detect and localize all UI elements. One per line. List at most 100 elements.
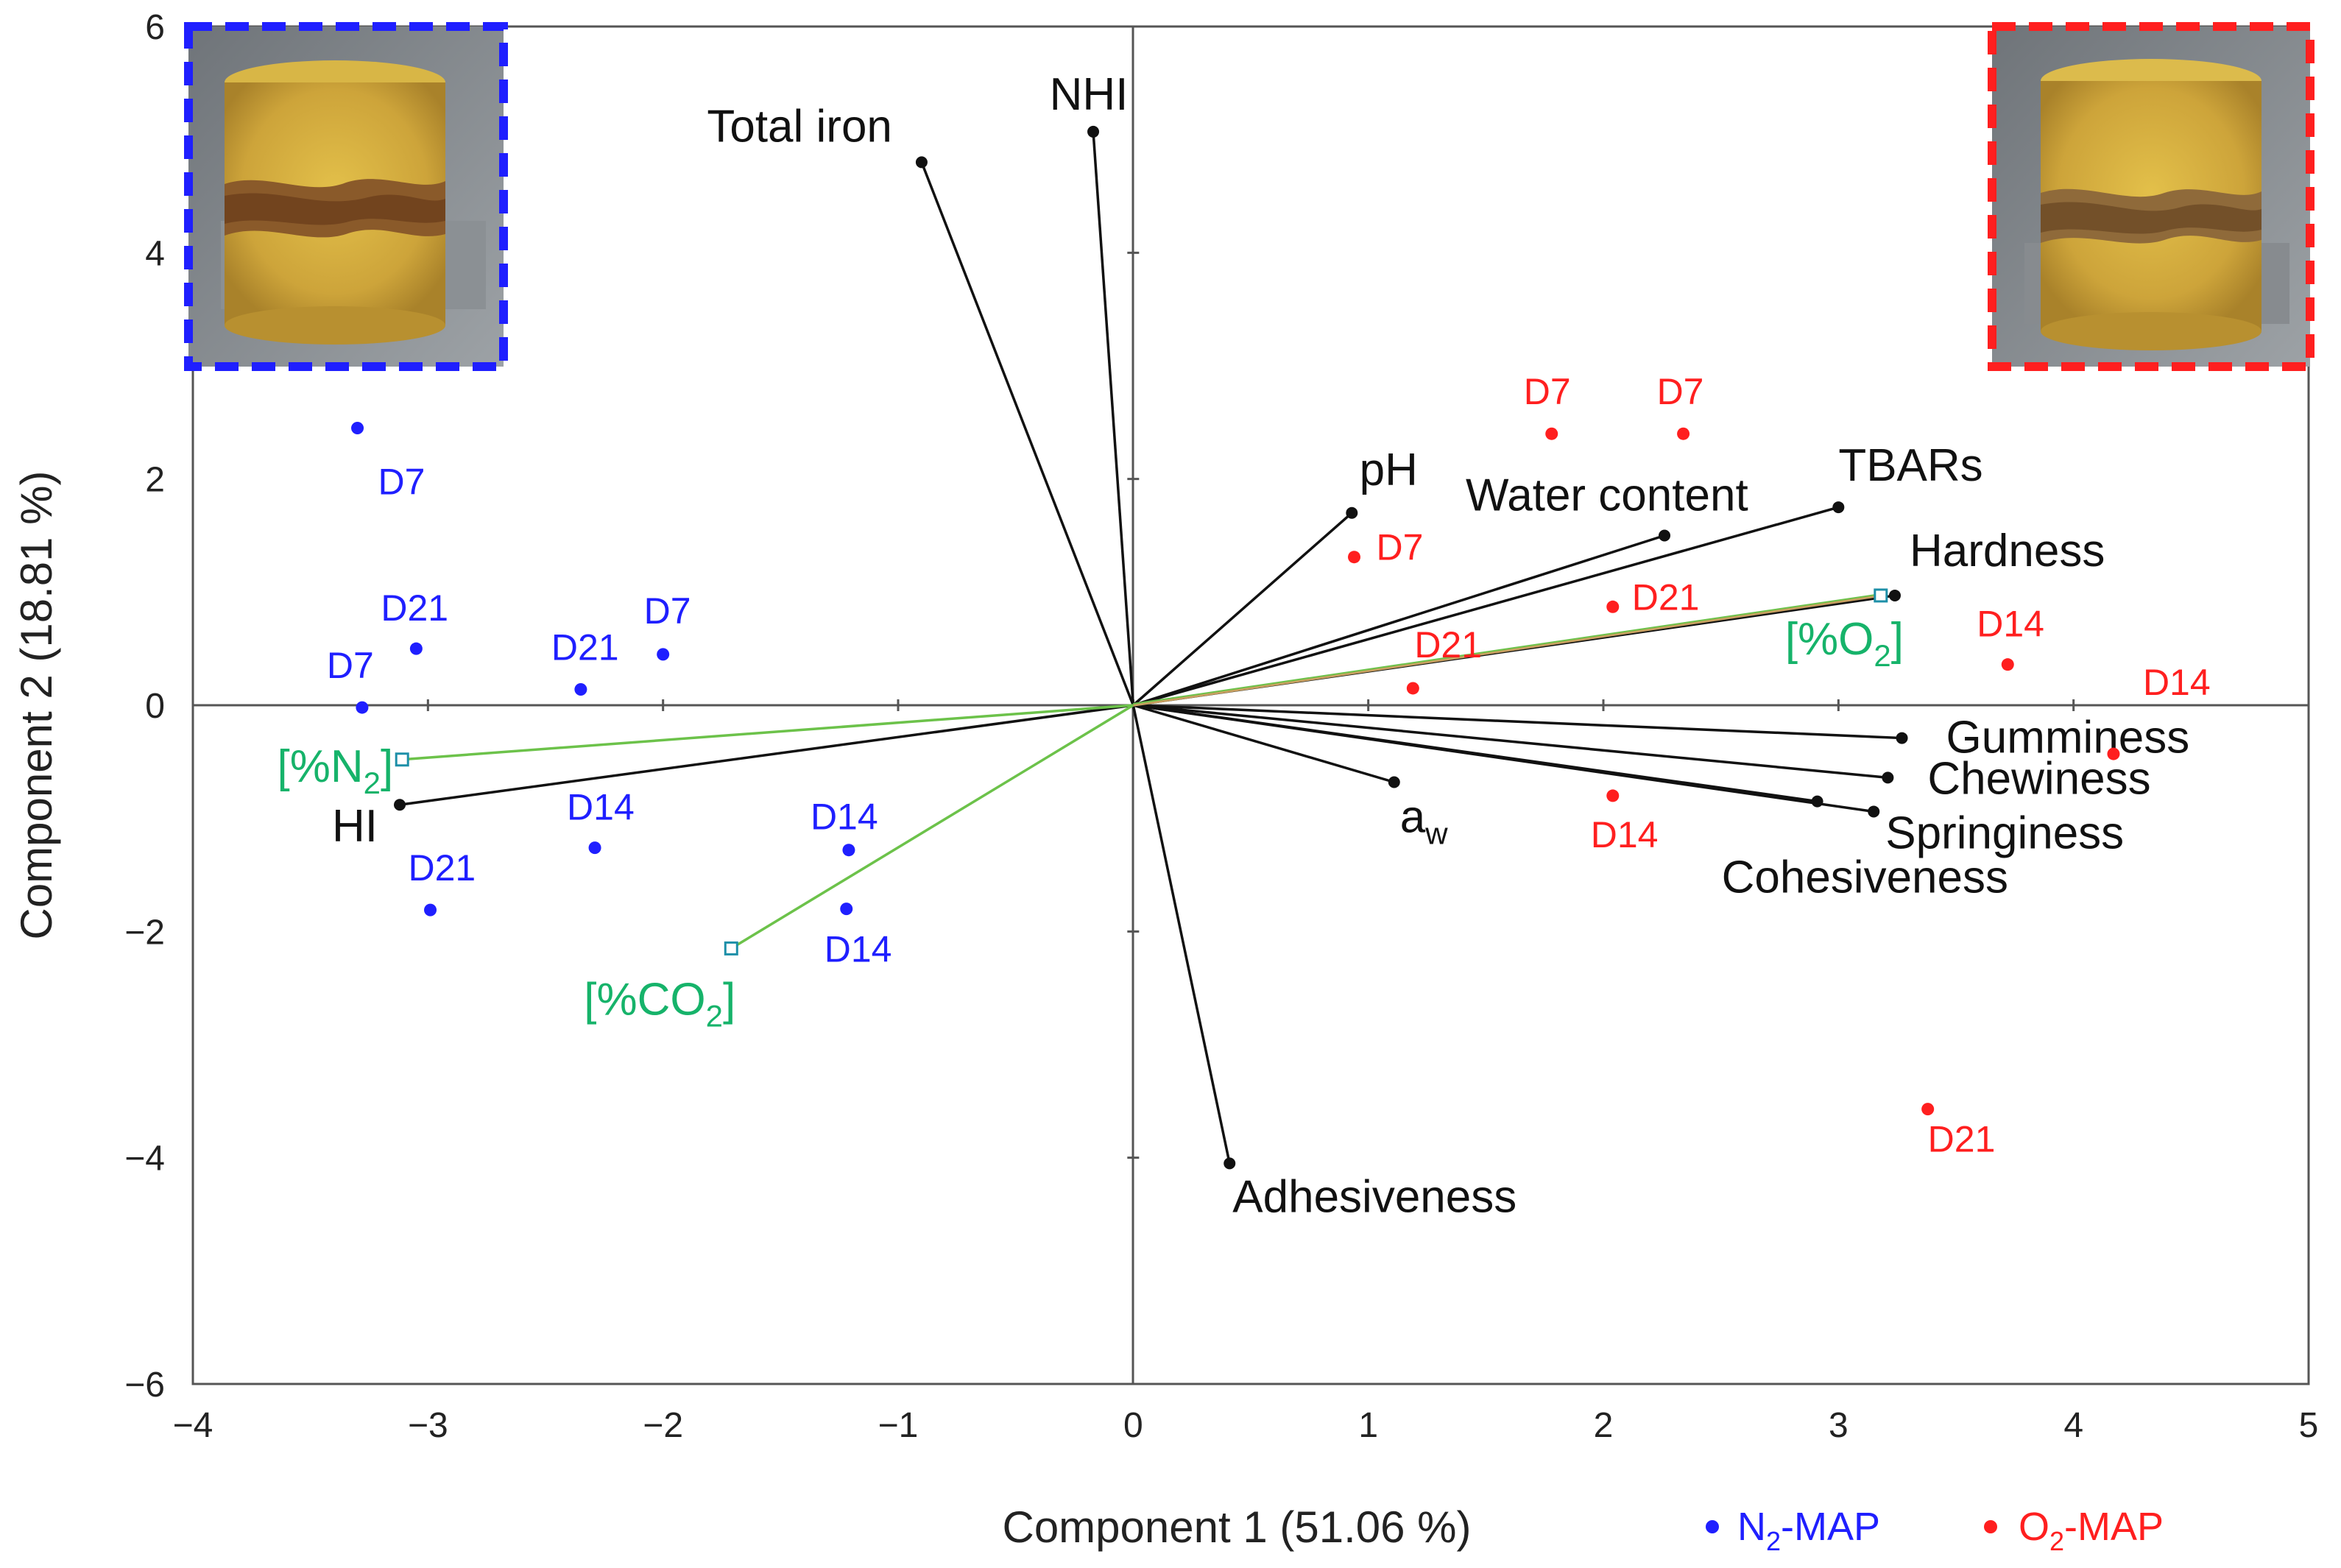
y-axis-ticks: 6 4 2 0 −2 −4 −6 [124, 8, 165, 1405]
o2-map-point-label: D21 [1632, 576, 1700, 618]
loading-label-nhi: NHI [1050, 69, 1129, 120]
loading-vector-cohesiveness [1133, 704, 1818, 803]
loading-label-tbars: TBARs [1838, 440, 1982, 491]
x-tick-label: −1 [878, 1406, 919, 1445]
y-axis-title: Component 2 (18.81 %) [12, 470, 61, 939]
n2-map-point-label: D21 [409, 847, 476, 889]
loading-point-cohesiveness [1811, 795, 1823, 808]
supplementary-label-o2: [%O2] [1785, 614, 1904, 673]
x-tick-label: 0 [1123, 1406, 1143, 1445]
supplementary-marker-co2 [724, 941, 738, 956]
n2-map-point-d21 [409, 642, 423, 655]
o2-map-point-d21 [1921, 1103, 1935, 1116]
loading-label-aw: aw [1400, 791, 1448, 850]
supplementary-label-n2: [%N2] [277, 741, 393, 800]
loading-point-hardness [1888, 589, 1901, 601]
loading-point-springiness [1868, 805, 1880, 818]
loading-vector-nhi [1092, 131, 1135, 706]
loading-vector-water-content [1132, 534, 1665, 707]
legend: N2-MAP O2-MAP [1706, 1505, 2164, 1556]
legend-label-n2-map: N2-MAP [1737, 1505, 1880, 1556]
n2-map-point-d7 [657, 648, 670, 661]
y-tick-label: 2 [145, 461, 165, 500]
n2-map-point-d14 [588, 841, 601, 855]
o2-map-point-d7 [1348, 551, 1361, 564]
loading-vector-chewiness [1133, 704, 1888, 780]
y-tick-label: 6 [145, 8, 165, 47]
supplementary-vector-o2 [1133, 594, 1882, 707]
o2-map-point-d21 [1606, 600, 1620, 613]
loading-label-hardness: Hardness [1910, 526, 2105, 576]
n2-map-point-label: D14 [811, 797, 878, 838]
n2-map-point-label: D7 [378, 462, 426, 503]
loading-vector-adhesiveness [1131, 704, 1231, 1164]
o2-map-point-label: D14 [1977, 604, 2044, 645]
o2-map-point-label: D21 [1928, 1119, 1996, 1160]
loading-point-tbars [1832, 501, 1845, 514]
loading-label-gumminess: Gumminess [1946, 713, 2190, 763]
o2-map-point-d7 [1545, 427, 1558, 440]
y-tick-label: −2 [124, 913, 165, 952]
supplementary-vector-co2 [730, 704, 1134, 950]
n2-map-point-label: D7 [644, 590, 691, 632]
loading-label-cohesiveness: Cohesiveness [1722, 852, 2008, 903]
loading-point-adhesiveness [1224, 1157, 1236, 1170]
x-tick-label: −4 [173, 1406, 213, 1445]
o2-map-point-d14 [2107, 747, 2120, 760]
loading-label-adhesiveness: Adhesiveness [1232, 1171, 1516, 1222]
n2-map-point-d14 [840, 903, 853, 916]
supplementary-vector-n2 [402, 704, 1134, 761]
o2-map-point-label: D14 [2143, 662, 2211, 703]
n2-map-point-d7 [351, 422, 364, 435]
o2-map-point-d21 [1406, 682, 1419, 695]
legend-marker-n2-map [1706, 1520, 1719, 1533]
supplementary-marker-n2 [395, 752, 409, 767]
loading-vectors: Total iron NHI pH Water content TBARs Hardnes… [332, 69, 2189, 1222]
y-tick-label: 4 [145, 234, 165, 273]
n2-map-point-d14 [842, 844, 855, 857]
x-tick-label: −2 [643, 1406, 683, 1445]
n2-map-point-label: D21 [551, 626, 619, 668]
y-tick-label: −6 [124, 1366, 165, 1405]
loading-vector-tbars [1132, 506, 1839, 707]
o2-map-point-label: D21 [1414, 624, 1482, 665]
x-axis-ticks: −4 −3 −2 −1 0 1 2 3 4 5 [173, 1406, 2319, 1445]
loading-vector-aw [1132, 704, 1395, 784]
loading-point-nhi [1087, 125, 1100, 138]
n2-map-point-label: D14 [567, 787, 635, 828]
o2-map-point-label: D7 [1524, 371, 1571, 412]
loading-point-aw [1388, 776, 1400, 788]
o2-map-point-label: D14 [1591, 814, 1659, 855]
n2-map-point-label: D14 [825, 929, 892, 970]
n2-map-point-d7 [356, 701, 369, 714]
legend-item-n2-map: N2-MAP [1706, 1505, 1880, 1556]
o2-map-sample-photo [1988, 22, 2314, 371]
n2-map-point-d21 [574, 682, 587, 696]
n2-map-point-d21 [424, 903, 437, 917]
loading-label-chewiness: Chewiness [1927, 753, 2150, 804]
loading-point-ph [1346, 506, 1358, 519]
loading-label-total-iron: Total iron [707, 101, 892, 152]
legend-label-o2-map: O2-MAP [2019, 1505, 2164, 1556]
x-axis-title: Component 1 (51.06 %) [1002, 1502, 1471, 1552]
supplementary-vector-overlay-o2 [1133, 593, 1881, 704]
loading-label-hi: HI [332, 801, 378, 852]
loading-label-water-content: Water content [1466, 470, 1748, 521]
x-tick-label: 1 [1358, 1406, 1378, 1445]
loading-point-chewiness [1882, 771, 1894, 784]
o2-map-point-d7 [1677, 427, 1690, 440]
o2-map-point-d14 [2001, 658, 2014, 671]
n2-map-point-label: D21 [381, 587, 448, 629]
loading-vector-ph [1132, 512, 1353, 707]
o2-map-point-label: D7 [1657, 371, 1704, 412]
n2-map-point-label: D7 [327, 645, 374, 686]
loading-label-ph: pH [1360, 445, 1418, 495]
x-tick-label: −3 [408, 1406, 448, 1445]
supplementary-label-co2: [%CO2] [584, 974, 735, 1033]
x-tick-label: 4 [2063, 1406, 2083, 1445]
x-tick-label: 5 [2299, 1406, 2319, 1445]
loading-point-total-iron [915, 156, 928, 169]
loading-vector-hi [399, 704, 1134, 806]
